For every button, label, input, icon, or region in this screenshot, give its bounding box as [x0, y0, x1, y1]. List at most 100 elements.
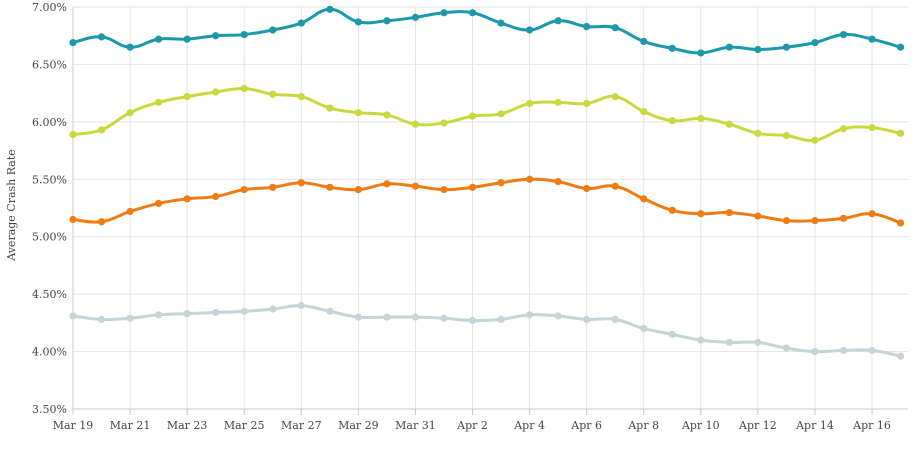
data-point[interactable]	[468, 112, 477, 120]
data-point[interactable]	[269, 305, 277, 313]
data-point[interactable]	[839, 125, 848, 133]
data-point[interactable]	[896, 43, 905, 51]
data-point[interactable]	[468, 9, 477, 17]
data-point[interactable]	[811, 347, 819, 356]
data-point[interactable]	[155, 311, 163, 319]
data-point[interactable]	[839, 214, 848, 222]
data-point[interactable]	[411, 182, 420, 190]
data-point[interactable]	[868, 35, 876, 43]
data-point[interactable]	[554, 312, 562, 320]
data-point[interactable]	[583, 184, 591, 193]
data-point[interactable]	[240, 30, 248, 39]
data-point[interactable]	[697, 210, 705, 218]
data-point[interactable]	[97, 315, 106, 324]
data-point[interactable]	[126, 109, 134, 117]
data-point[interactable]	[697, 336, 705, 344]
data-point[interactable]	[554, 17, 562, 25]
data-point[interactable]	[754, 212, 762, 220]
data-point[interactable]	[212, 88, 220, 96]
data-point[interactable]	[411, 313, 420, 321]
data-point[interactable]	[440, 314, 448, 322]
data-point[interactable]	[697, 114, 705, 123]
data-point[interactable]	[383, 313, 391, 321]
data-point[interactable]	[97, 218, 106, 226]
data-point[interactable]	[583, 22, 591, 31]
data-point[interactable]	[269, 26, 277, 34]
data-point[interactable]	[896, 129, 905, 137]
data-point[interactable]	[183, 310, 191, 318]
data-point[interactable]	[868, 210, 876, 218]
data-point[interactable]	[497, 110, 505, 118]
data-point[interactable]	[611, 182, 619, 190]
data-point[interactable]	[868, 346, 876, 355]
data-point[interactable]	[497, 179, 505, 187]
data-point[interactable]	[640, 37, 648, 46]
data-point[interactable]	[725, 120, 733, 128]
data-point[interactable]	[155, 35, 163, 43]
data-point[interactable]	[668, 206, 676, 214]
data-point[interactable]	[725, 208, 733, 217]
data-point[interactable]	[811, 217, 819, 225]
data-point[interactable]	[240, 84, 248, 93]
data-point[interactable]	[668, 330, 676, 338]
data-point[interactable]	[811, 39, 819, 47]
data-point[interactable]	[497, 315, 505, 324]
data-point[interactable]	[212, 308, 220, 317]
data-point[interactable]	[525, 26, 534, 34]
data-point[interactable]	[97, 126, 106, 134]
data-point[interactable]	[611, 92, 619, 101]
data-point[interactable]	[326, 183, 334, 191]
data-point[interactable]	[126, 207, 134, 216]
data-point[interactable]	[69, 215, 77, 224]
data-point[interactable]	[525, 99, 534, 108]
data-point[interactable]	[525, 175, 534, 183]
data-point[interactable]	[240, 307, 248, 315]
data-point[interactable]	[155, 199, 163, 208]
data-point[interactable]	[297, 302, 305, 310]
data-point[interactable]	[440, 186, 448, 194]
data-point[interactable]	[782, 217, 791, 225]
data-point[interactable]	[611, 315, 619, 324]
data-point[interactable]	[554, 98, 562, 106]
data-point[interactable]	[126, 314, 134, 322]
data-point[interactable]	[297, 19, 305, 27]
data-point[interactable]	[97, 33, 106, 41]
data-point[interactable]	[611, 24, 619, 32]
data-point[interactable]	[354, 18, 362, 26]
data-point[interactable]	[896, 219, 905, 227]
data-point[interactable]	[126, 43, 134, 51]
data-point[interactable]	[583, 315, 591, 324]
data-point[interactable]	[183, 195, 191, 203]
data-point[interactable]	[69, 130, 77, 139]
data-point[interactable]	[497, 19, 505, 27]
data-point[interactable]	[155, 98, 163, 106]
data-point[interactable]	[782, 43, 791, 51]
data-point[interactable]	[697, 49, 705, 57]
data-point[interactable]	[754, 129, 762, 137]
data-point[interactable]	[326, 5, 334, 13]
data-point[interactable]	[640, 325, 648, 333]
data-point[interactable]	[269, 183, 277, 191]
data-point[interactable]	[640, 107, 648, 116]
data-point[interactable]	[782, 344, 791, 352]
data-point[interactable]	[468, 316, 477, 325]
data-point[interactable]	[297, 92, 305, 101]
data-point[interactable]	[183, 35, 191, 43]
data-point[interactable]	[440, 119, 448, 127]
data-point[interactable]	[69, 39, 77, 47]
data-point[interactable]	[212, 32, 220, 40]
data-point[interactable]	[725, 43, 733, 51]
data-point[interactable]	[583, 99, 591, 108]
data-point[interactable]	[754, 45, 762, 54]
data-point[interactable]	[640, 195, 648, 203]
data-point[interactable]	[668, 117, 676, 125]
data-point[interactable]	[440, 9, 448, 17]
data-point[interactable]	[212, 192, 220, 201]
data-point[interactable]	[69, 312, 77, 320]
data-point[interactable]	[782, 132, 791, 140]
data-point[interactable]	[383, 111, 391, 119]
data-point[interactable]	[297, 179, 305, 187]
data-point[interactable]	[839, 30, 848, 39]
data-point[interactable]	[240, 186, 248, 194]
data-point[interactable]	[354, 186, 362, 194]
